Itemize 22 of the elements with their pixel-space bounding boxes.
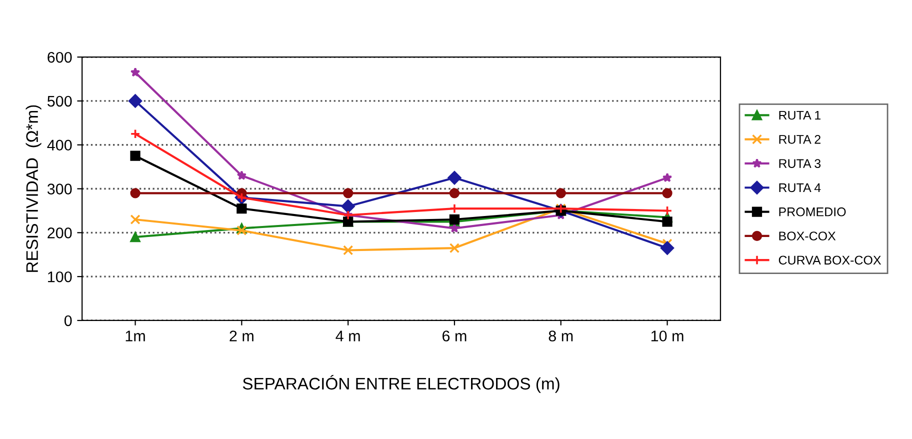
- y-tick-label: 100: [48, 271, 72, 282]
- legend-label: BOX-COX: [779, 232, 836, 240]
- y-tick-label: 0: [64, 315, 72, 326]
- legend-label: PROMEDIO: [779, 207, 846, 216]
- y-tick-label: 200: [48, 228, 72, 238]
- legend-label: CURVA BOX-COX: [778, 256, 882, 265]
- y-tick-label: 500: [47, 96, 72, 107]
- y-tick-label: 300: [47, 184, 72, 194]
- x-tick-label: 10 m: [651, 330, 684, 342]
- x-tick-label: 6 m: [442, 330, 466, 342]
- x-axis-title: SEPARACIÓN ENTRE ELECTRODOS (m): [242, 374, 560, 393]
- legend-label: RUTA 2: [779, 134, 820, 144]
- x-tick-label: 8 m: [548, 330, 573, 342]
- y-tick-label: 400: [47, 140, 72, 151]
- y-axis-title: RESISTIVIDAD (Ω*m): [26, 105, 42, 272]
- x-tick-label: 2 m: [230, 330, 254, 342]
- legend-label: RUTA 1: [779, 110, 820, 120]
- legend-label: RUTA 4: [779, 183, 821, 192]
- x-tick-label: 4 m: [336, 330, 360, 342]
- y-tick-label: 600: [48, 52, 72, 63]
- x-tick-label: 1m: [126, 330, 145, 342]
- legend-label: RUTA 3: [779, 159, 821, 168]
